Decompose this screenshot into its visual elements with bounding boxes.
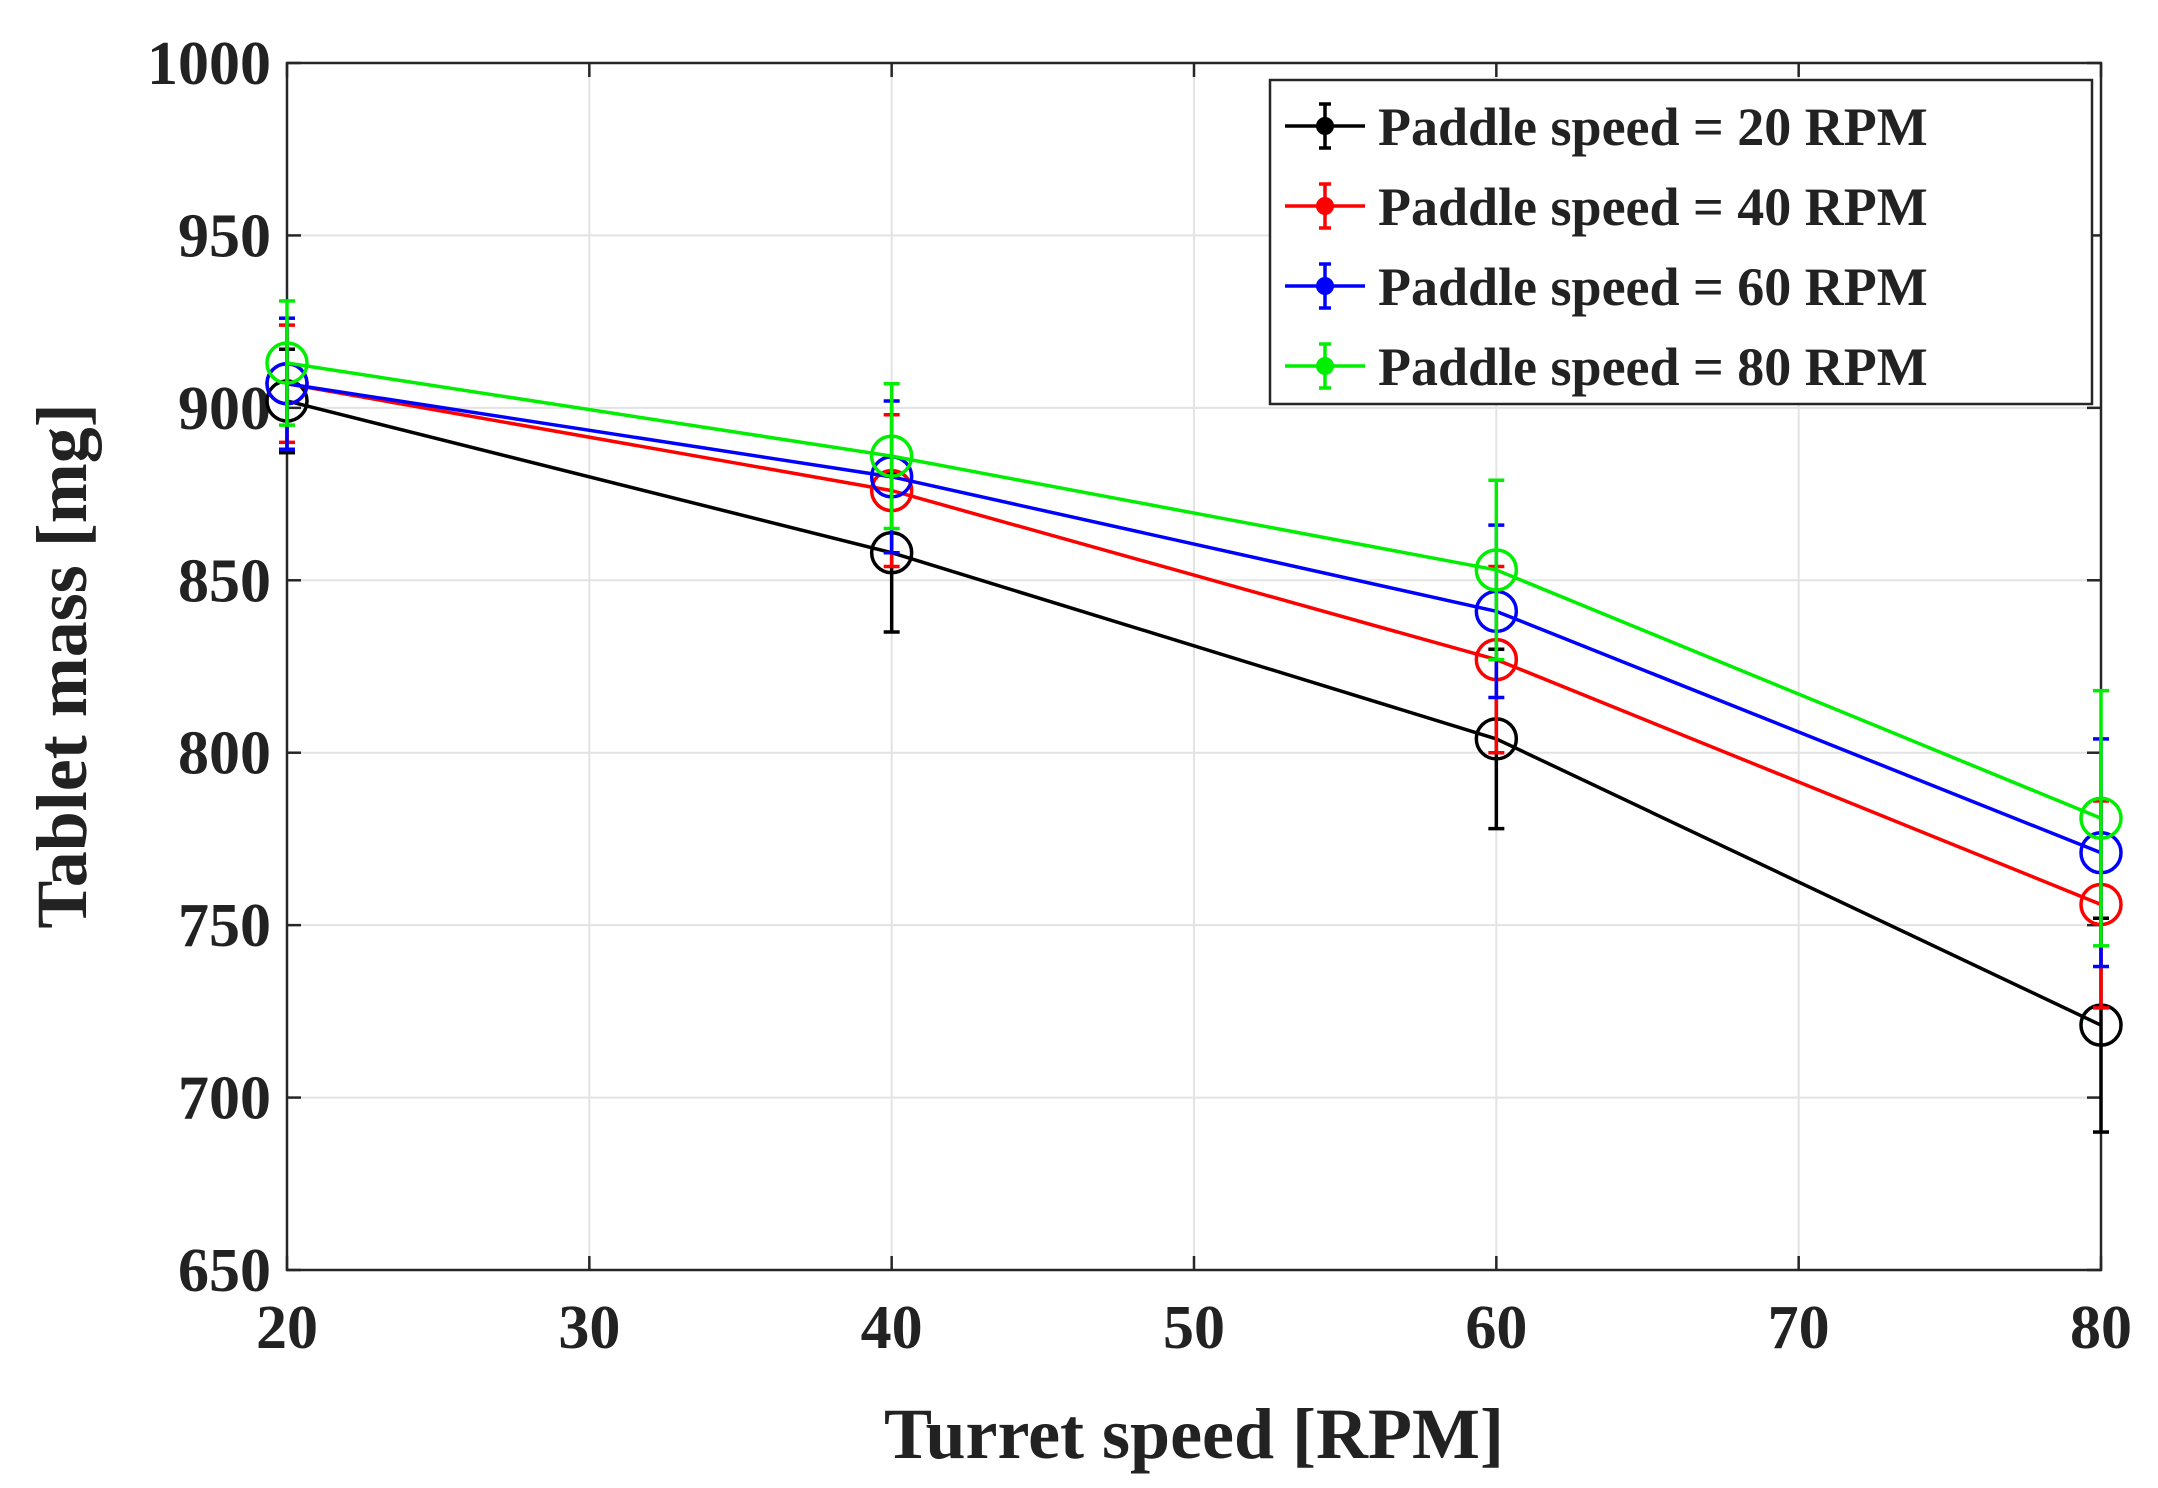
y-tick-label-750: 750	[178, 892, 271, 960]
x-tick-label-60: 60	[1465, 1294, 1527, 1362]
x-axis-title: Turret speed [RPM]	[884, 1394, 1504, 1474]
legend-box	[1268, 78, 2094, 406]
axis-ticks: 650 700 750 800 850 900 950 1000 20 30 40 50 60 70 80	[147, 30, 2132, 1362]
legend-item-4: Paddle speed = 80 RPM	[1285, 337, 1928, 397]
legend-item-1: Paddle speed = 20 RPM	[1285, 97, 1928, 157]
y-tick-label-900: 900	[178, 375, 271, 443]
x-tick-label-80: 80	[2070, 1294, 2132, 1362]
series-group	[265, 299, 2123, 1134]
x-tick-label-70: 70	[1768, 1294, 1830, 1362]
legend-marker-3	[1316, 277, 1334, 295]
legend-item-3: Paddle speed = 60 RPM	[1285, 257, 1928, 317]
data-point-s4-p1	[265, 341, 309, 385]
y-tick-label-850: 850	[178, 547, 271, 615]
x-tick-label-30: 30	[558, 1294, 620, 1362]
y-tick-label-950: 950	[178, 202, 271, 270]
data-point-s4-p3	[1474, 548, 1519, 592]
x-tick-label-50: 50	[1163, 1294, 1225, 1362]
legend-label-3: Paddle speed = 60 RPM	[1378, 257, 1928, 317]
y-tick-label-800: 800	[178, 720, 271, 788]
legend-label-2: Paddle speed = 40 RPM	[1378, 177, 1928, 237]
series-line-3	[286, 381, 2102, 855]
y-tick-label-650: 650	[178, 1237, 271, 1305]
y-tick-label-700: 700	[178, 1065, 271, 1133]
legend: Paddle speed = 20 RPM Paddle speed = 40 R…	[1268, 78, 2094, 406]
legend-item-2: Paddle speed = 40 RPM	[1285, 177, 1928, 237]
series-line-2	[286, 381, 2102, 907]
y-tick-label-1000: 1000	[147, 30, 271, 98]
series-4	[265, 299, 2123, 948]
y-axis-title: Tablet mass [mg]	[22, 403, 102, 928]
data-point-s4-p4	[2079, 796, 2123, 840]
data-point-s4-p2	[869, 434, 914, 478]
series-line-4	[286, 361, 2102, 820]
legend-label-1: Paddle speed = 20 RPM	[1378, 97, 1928, 157]
series-line-1	[286, 399, 2102, 1027]
x-tick-label-40: 40	[861, 1294, 923, 1362]
x-tick-label-20: 20	[256, 1294, 318, 1362]
legend-marker-2	[1316, 197, 1334, 215]
legend-marker-1	[1316, 117, 1334, 135]
legend-marker-4	[1316, 357, 1334, 375]
legend-label-4: Paddle speed = 80 RPM	[1378, 337, 1928, 397]
